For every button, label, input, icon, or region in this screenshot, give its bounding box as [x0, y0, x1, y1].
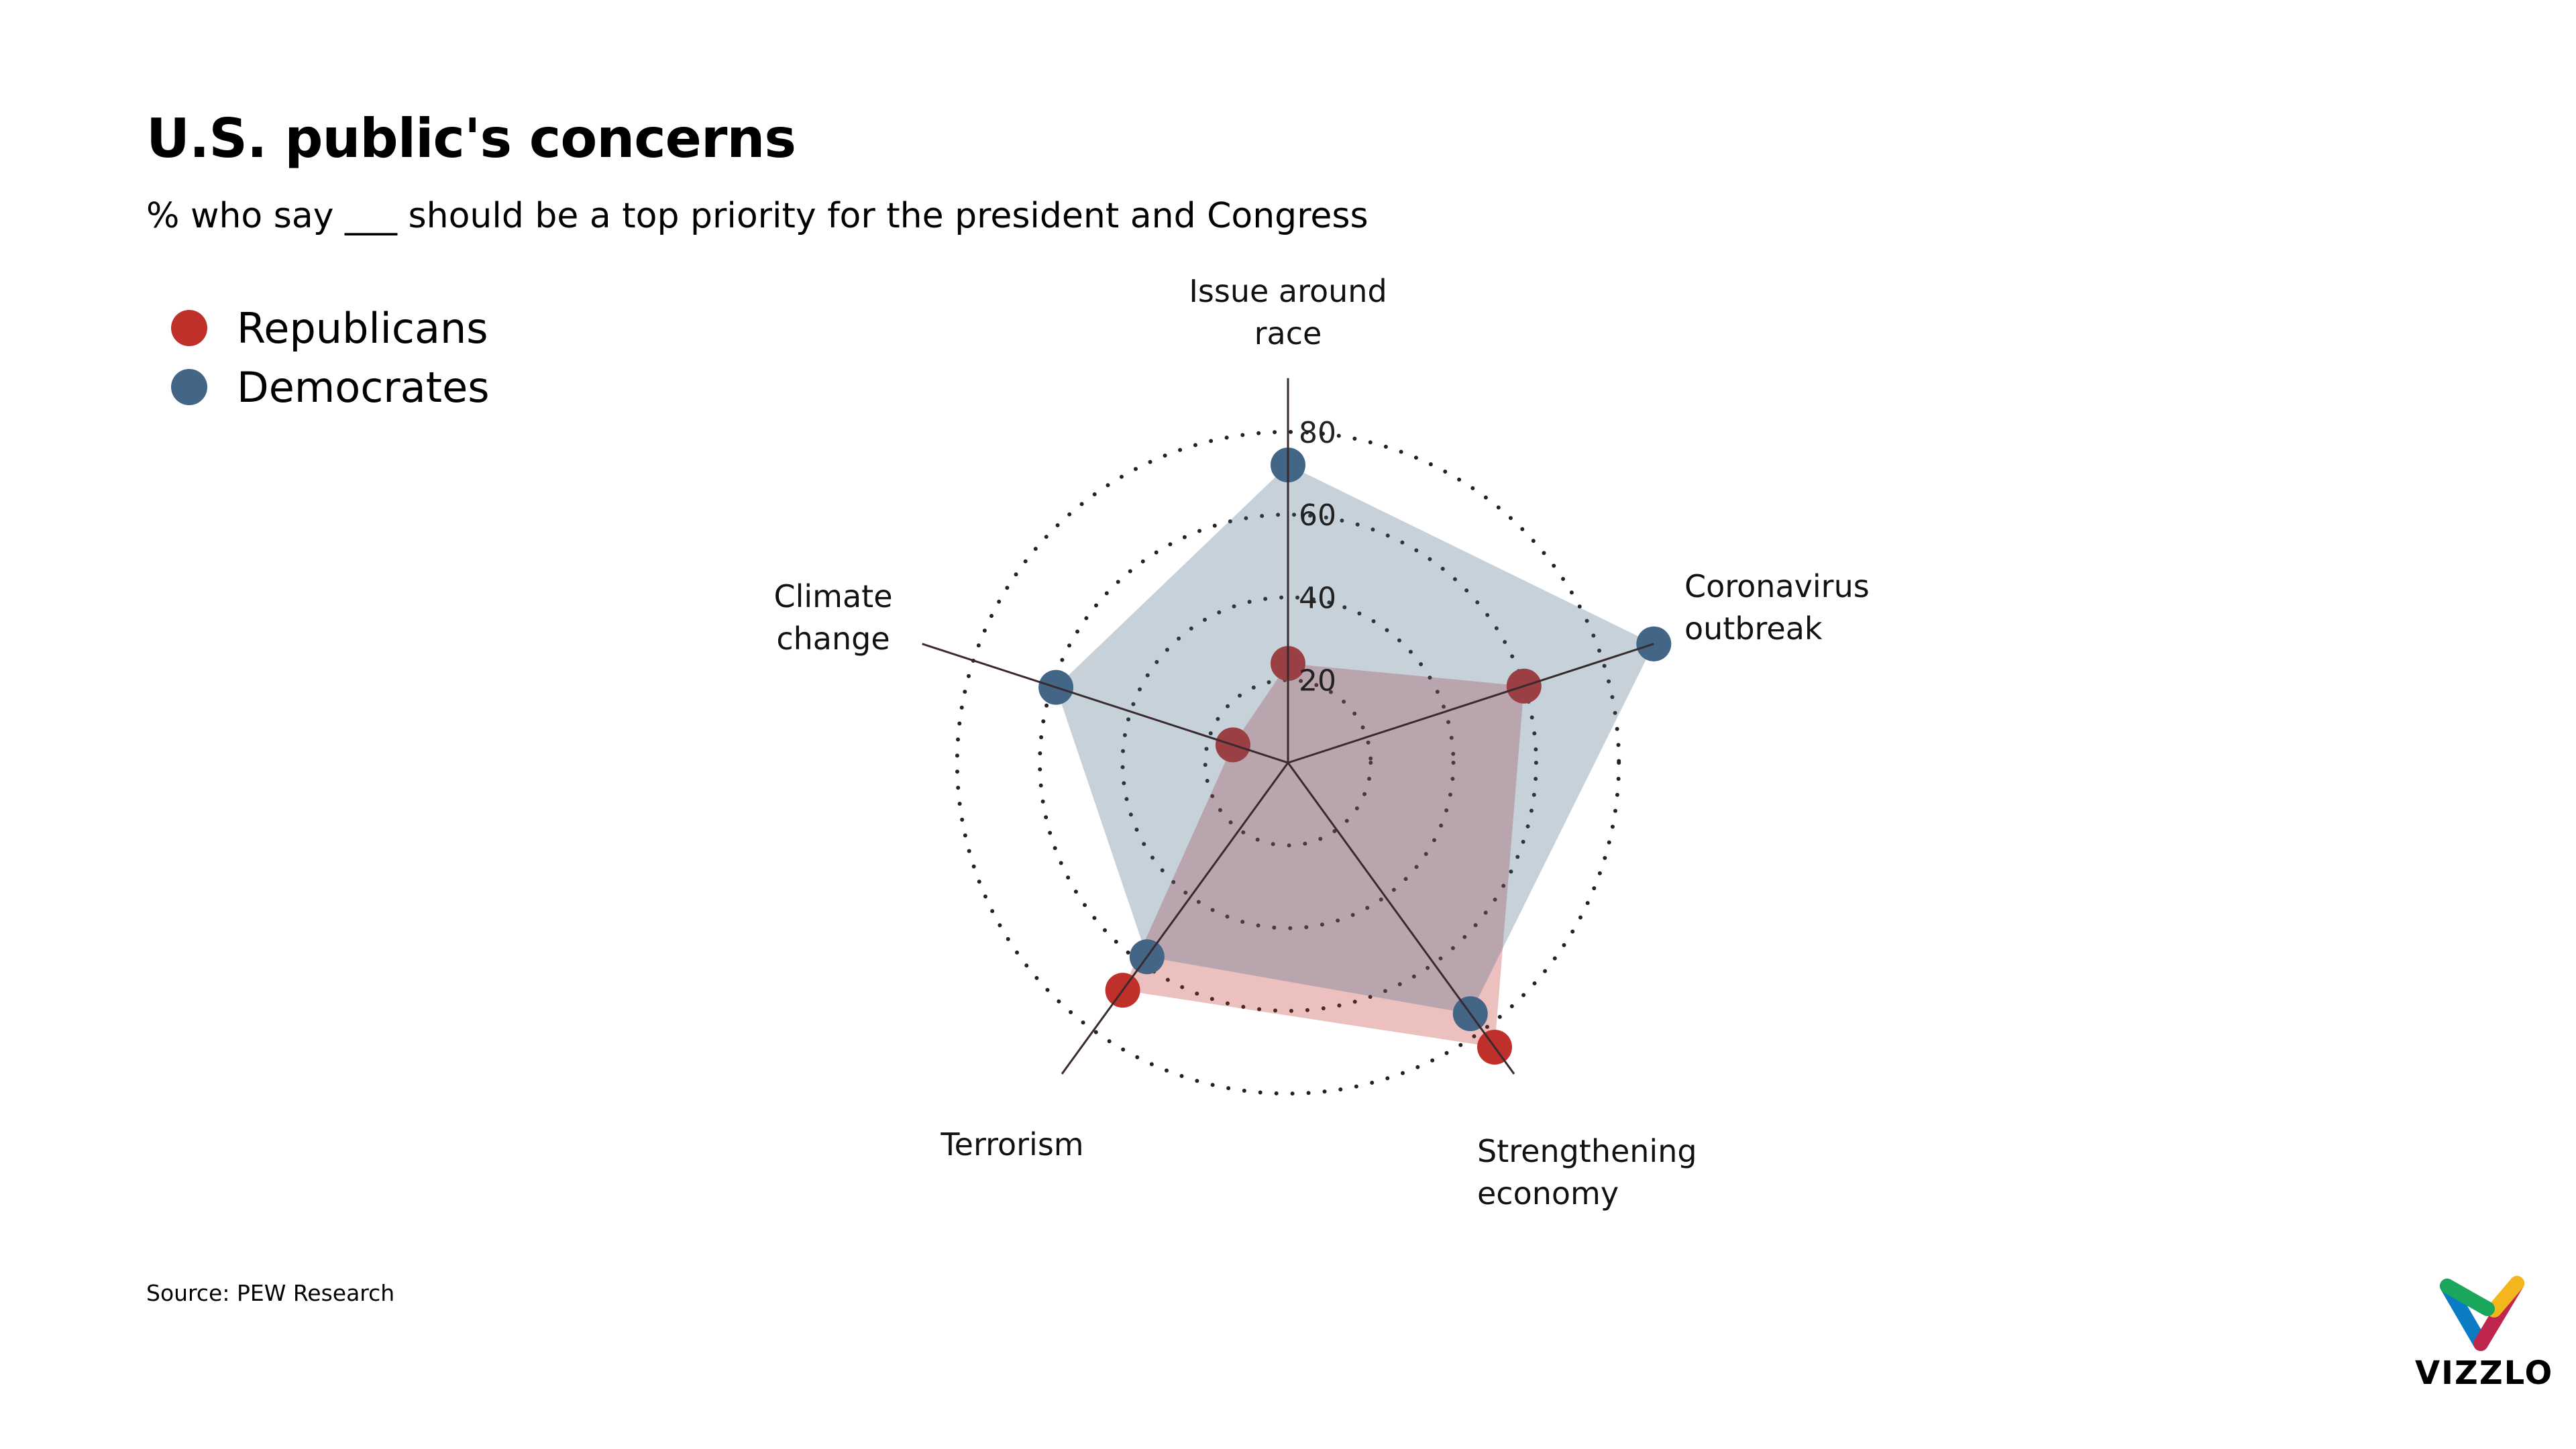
category-label-line: change: [776, 621, 890, 657]
grid-ring-80: [955, 429, 1621, 1096]
series-area-democrates: [1056, 465, 1654, 1014]
category-label: Coronavirus outbreak: [1684, 568, 1870, 647]
category-label-line: Coronavirus: [1684, 568, 1870, 604]
vizzlo-logo: VIZZLO: [2415, 1271, 2554, 1392]
category-label-line: economy: [1477, 1175, 1619, 1212]
grid-ring-20: [1203, 678, 1373, 848]
tick-label: 80: [1299, 416, 1336, 450]
chart-subtitle: % who say ___ should be a top priority f…: [146, 196, 1368, 236]
category-label-line: Issue around: [1189, 273, 1387, 309]
category-label-line: outbreak: [1684, 610, 1823, 647]
chart-title: U.S. public's concerns: [146, 107, 796, 170]
axis-line: [1061, 762, 1289, 1075]
legend-item-republicans: Republicans: [171, 299, 490, 358]
legend-label: Republicans: [237, 303, 488, 353]
tick-label: 40: [1299, 581, 1336, 615]
legend-dot-democrates: [171, 369, 207, 405]
legend-item-democrates: Democrates: [171, 358, 490, 417]
category-label: Strengthening economy: [1477, 1133, 1697, 1212]
legend: Republicans Democrates: [171, 299, 490, 417]
axis-line: [922, 643, 1289, 764]
category-label-line: Terrorism: [940, 1126, 1083, 1163]
legend-label: Democrates: [237, 362, 490, 412]
series-area-republicans: [1122, 663, 1524, 1047]
axis-line: [1287, 762, 1515, 1075]
category-label: Terrorism: [940, 1126, 1083, 1163]
category-label: Issue around race: [1189, 273, 1387, 352]
legend-dot-republicans: [171, 310, 207, 346]
category-label: Climate change: [773, 578, 892, 657]
grid-ring-60: [1038, 513, 1538, 1013]
category-label-line: Climate: [773, 578, 892, 614]
source-note: Source: PEW Research: [146, 1280, 395, 1306]
axis-line: [1287, 643, 1654, 764]
category-label-line: Strengthening: [1477, 1133, 1697, 1169]
vizzlo-logo-icon: [2440, 1276, 2524, 1351]
tick-label: 20: [1299, 664, 1336, 698]
logo-wordmark: VIZZLO: [2415, 1354, 2554, 1392]
tick-label: 60: [1299, 498, 1336, 533]
category-label-line: race: [1254, 315, 1322, 352]
grid-ring-40: [1120, 595, 1456, 930]
